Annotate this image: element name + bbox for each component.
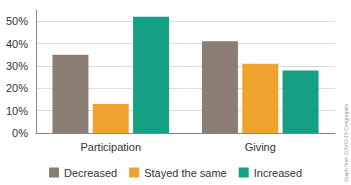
svg-text:Increased: Increased [254, 167, 302, 179]
svg-text:Decreased: Decreased [64, 167, 117, 179]
svg-text:40%: 40% [6, 38, 28, 50]
svg-text:Participation: Participation [80, 141, 141, 153]
svg-text:50%: 50% [6, 15, 28, 27]
svg-text:Giving: Giving [245, 141, 276, 153]
svg-text:0%: 0% [12, 127, 28, 139]
svg-text:30%: 30% [6, 60, 28, 72]
svg-text:10%: 10% [6, 105, 28, 117]
svg-text:Graph from COVID-19 Congregati: Graph from COVID-19 Congregatio [343, 103, 349, 182]
svg-text:20%: 20% [6, 82, 28, 94]
svg-text:Stayed the same: Stayed the same [144, 167, 227, 179]
